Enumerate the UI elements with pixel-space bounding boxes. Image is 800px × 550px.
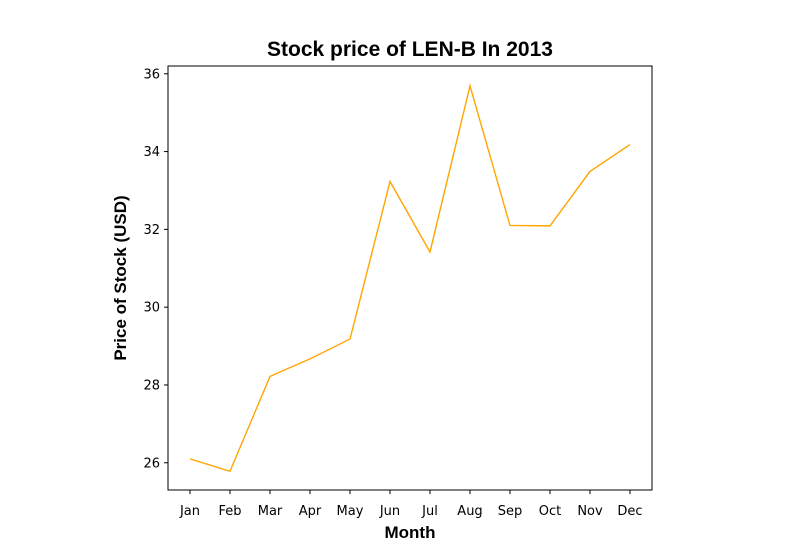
series-layer [189, 83, 631, 473]
y-axis-label: Price of Stock (USD) [111, 195, 130, 360]
x-tick-label: Jun [379, 504, 400, 519]
x-tick-label: Apr [299, 504, 322, 519]
x-tick-label: Nov [577, 504, 603, 519]
x-tick-label: Aug [457, 504, 482, 519]
y-axis: 26 28 30 32 34 36 [143, 67, 168, 471]
y-tick-label: 34 [143, 145, 160, 160]
y-tick-label: 26 [143, 456, 160, 471]
y-tick-label: 30 [143, 301, 160, 316]
x-tick-label: Jul [421, 504, 438, 519]
chart-title: Stock price of LEN-B In 2013 [267, 38, 553, 61]
x-tick-label: Mar [258, 504, 283, 519]
y-tick-label: 32 [143, 223, 160, 238]
x-tick-label: Feb [218, 504, 241, 519]
y-tick-label: 36 [143, 67, 160, 82]
x-axis: Jan Feb Mar Apr May Jun Jul Aug Sep Oct Nov Dec [179, 490, 643, 519]
y-tick-label: 28 [143, 378, 160, 393]
series-line [189, 83, 631, 473]
x-tick-label: Jan [179, 504, 200, 519]
x-tick-label: Dec [617, 504, 642, 519]
x-tick-label: Oct [539, 504, 561, 519]
x-tick-label: May [337, 504, 364, 519]
plot-area [167, 65, 653, 491]
x-tick-label: Sep [498, 504, 523, 519]
x-axis-label: Month [385, 523, 436, 542]
